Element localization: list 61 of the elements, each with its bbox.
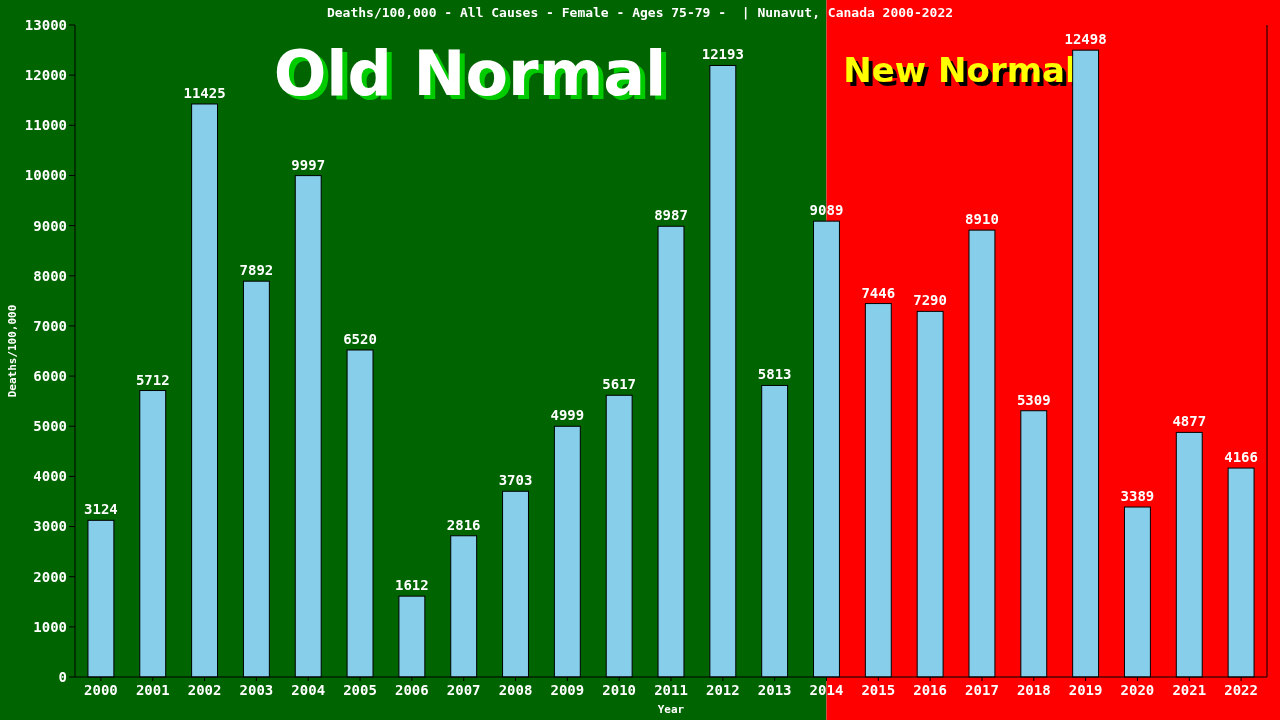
y-tick-label: 5000 [33,418,67,435]
x-tick-label: 2006 [395,682,429,698]
x-tick-label: 2016 [913,682,947,698]
data-label: 7892 [239,262,274,279]
data-label: 4877 [1172,413,1207,430]
x-tick-label: 2007 [446,682,481,698]
x-tick-label: 2019 [1068,682,1103,698]
x-tick-label: 2015 [861,682,896,698]
x-axis-title: Year [657,703,685,716]
data-label: 5813 [757,366,792,383]
y-tick-label: 10000 [24,167,67,184]
y-tick-label: 2000 [33,568,67,585]
data-label: 12498 [1064,31,1107,48]
data-label: 12193 [701,46,744,63]
y-tick-label: 0 [58,668,67,685]
y-tick-label: 9000 [33,217,67,234]
data-label: 1612 [395,577,429,594]
data-label: 6520 [343,331,377,347]
data-label: 8987 [654,207,688,224]
data-label: 8910 [965,211,999,228]
y-tick-label: 1000 [33,618,67,635]
x-tick-label: 2001 [135,682,170,698]
y-tick-label: 3000 [33,518,67,535]
x-tick-label: 2004 [291,682,326,698]
x-tick-label: 2011 [654,682,688,698]
x-tick-label: 2018 [1016,682,1051,698]
data-label: 4166 [1224,449,1258,466]
data-label: 5712 [135,371,170,388]
y-tick-label: 7000 [33,317,67,334]
data-label: 3703 [498,472,533,489]
chart-title: Deaths/100,000 - All Causes - Female - Ages 75-79 - | Nunavut, Canada 2000-2022 [326,5,954,20]
data-label: 5617 [602,376,637,393]
x-tick-label: 2005 [343,682,377,698]
y-tick-label: 13000 [24,16,67,33]
x-tick-label: 2010 [602,682,637,698]
x-tick-label: 2020 [1120,682,1155,698]
data-label: 7290 [913,292,947,309]
data-label: 9997 [291,156,326,173]
x-tick-label: 2002 [187,682,222,698]
data-label: 2816 [446,516,481,533]
x-tick-label: 2022 [1224,682,1258,698]
data-label: 5309 [1016,391,1051,408]
x-tick-label: 2021 [1172,682,1207,698]
x-tick-label: 2008 [498,682,533,698]
y-tick-label: 11000 [24,117,67,134]
y-tick-label: 8000 [33,267,67,284]
y-tick-label: 6000 [33,367,67,384]
y-tick-label: 4000 [33,468,67,485]
x-tick-label: 2003 [239,682,274,698]
x-tick-label: 2013 [757,682,792,698]
y-axis-title: Deaths/100,000 [6,304,19,398]
data-label: 3124 [84,501,118,518]
data-label: 11425 [183,84,226,101]
data-label: 3389 [1120,488,1155,505]
x-tick-label: 2000 [84,682,118,698]
x-tick-label: 2017 [965,682,999,698]
x-tick-label: 2009 [550,682,585,698]
y-tick-label: 12000 [24,67,67,84]
data-label: 7446 [861,284,896,301]
x-tick-label: 2012 [705,682,740,698]
data-label: 4999 [550,407,585,424]
